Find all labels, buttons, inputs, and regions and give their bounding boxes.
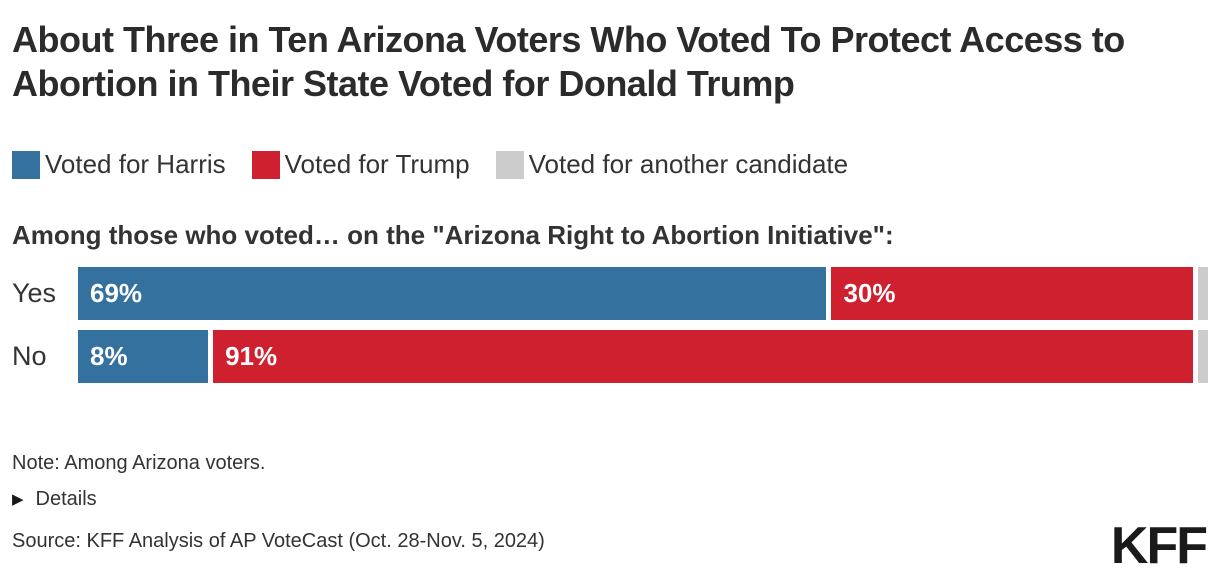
legend-item-trump: Voted for Trump bbox=[251, 149, 470, 180]
category-label-yes: Yes bbox=[12, 277, 57, 308]
bar-row-no: No 8% 91% bbox=[12, 329, 1208, 383]
harris-color-swatch-icon bbox=[12, 150, 40, 179]
chart-title: About Three in Ten Arizona Voters Who Vo… bbox=[12, 19, 1125, 104]
legend: Voted for Harris Voted for Trump Voted f… bbox=[12, 149, 1208, 180]
kff-logo: KFF bbox=[1110, 517, 1208, 575]
chart-source: Source: KFF Analysis of AP VoteCast (Oct… bbox=[12, 530, 545, 552]
category-label-no: No bbox=[12, 340, 47, 371]
bar-row-yes: Yes 69% 30% bbox=[12, 266, 1209, 320]
legend-item-harris: Voted for Harris bbox=[12, 149, 226, 180]
details-label: Details bbox=[35, 488, 97, 510]
value-label-yes-trump: 30% bbox=[843, 277, 896, 308]
legend-item-another-candidate: Voted for another candidate bbox=[495, 149, 849, 180]
details-toggle[interactable]: ▶ Details bbox=[12, 488, 97, 511]
bar-segment-no-harris: 8% bbox=[78, 329, 209, 383]
bar-track-yes: 69% 30% bbox=[78, 266, 1209, 320]
bar-segment-yes-harris: 69% bbox=[78, 266, 827, 320]
bar-segment-no-trump: 91% bbox=[213, 329, 1193, 383]
another-candidate-color-swatch-icon bbox=[495, 150, 524, 179]
right-triangle-icon: ▶ bbox=[12, 491, 24, 508]
bar-segment-yes-another-candidate bbox=[1198, 266, 1209, 320]
bar-segment-no-another-candidate bbox=[1197, 329, 1208, 383]
chart-note: Note: Among Arizona voters. bbox=[12, 452, 266, 474]
bar-segment-yes-trump: 30% bbox=[831, 266, 1194, 320]
chart-subtitle: Among those who voted… on the "Arizona R… bbox=[12, 219, 894, 250]
value-label-no-harris: 8% bbox=[90, 340, 128, 371]
legend-label-harris: Voted for Harris bbox=[45, 149, 226, 180]
trump-color-swatch-icon bbox=[251, 150, 280, 179]
stacked-bar-chart: Yes 69% 30% No 8% 91% bbox=[12, 266, 1209, 383]
value-label-yes-harris: 69% bbox=[90, 277, 143, 308]
legend-label-another-candidate: Voted for another candidate bbox=[528, 149, 849, 180]
value-label-no-trump: 91% bbox=[225, 340, 278, 371]
legend-label-trump: Voted for Trump bbox=[284, 149, 470, 180]
bar-track-no: 8% 91% bbox=[78, 329, 1208, 383]
